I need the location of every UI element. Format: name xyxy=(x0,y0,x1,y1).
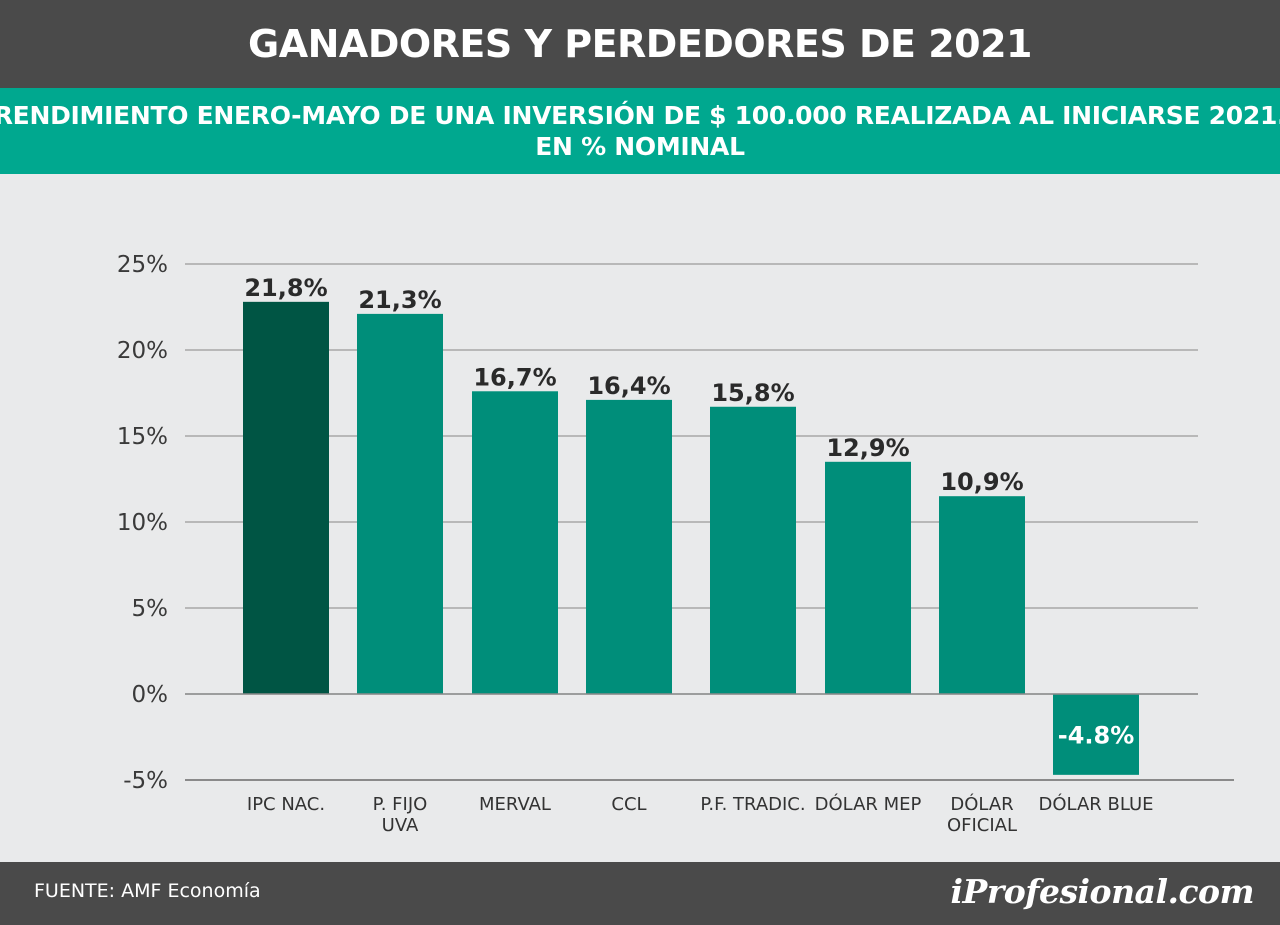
data-label: 16,7% xyxy=(473,363,556,391)
data-label: 15,8% xyxy=(711,379,794,407)
y-tick-label: 20% xyxy=(117,338,168,364)
y-tick-label: 0% xyxy=(132,682,169,708)
bar xyxy=(586,399,672,694)
subtitle-line-2: EN % NOMINAL xyxy=(535,132,745,161)
chart-title: GANADORES Y PERDEDORES DE 2021 xyxy=(248,22,1032,66)
category-label: OFICIAL xyxy=(947,815,1017,836)
bar xyxy=(939,496,1025,694)
y-tick-label: 10% xyxy=(117,510,168,536)
y-tick-label: 5% xyxy=(132,596,169,622)
data-label: -4.8% xyxy=(1058,721,1135,749)
header-bar: GANADORES Y PERDEDORES DE 2021 xyxy=(0,0,1280,88)
y-tick-label: -5% xyxy=(123,768,168,794)
bar xyxy=(1053,694,1139,775)
brand-logo: iProfesional.com xyxy=(950,872,1255,911)
category-label: CCL xyxy=(611,794,646,815)
footer-bar: FUENTE: AMF Economía iProfesional.com xyxy=(0,862,1280,925)
category-label: DÓLAR xyxy=(950,793,1013,815)
source-note: FUENTE: AMF Economía xyxy=(34,880,261,902)
bar-chart: -5% 0% 5% 10% 15% 20% 25% 21,8% IPC NAC. 21,3% P. … xyxy=(117,252,1234,836)
data-label: 16,4% xyxy=(587,372,670,400)
bar xyxy=(357,313,443,694)
bar xyxy=(243,301,329,694)
bar xyxy=(825,461,911,694)
bar xyxy=(710,406,796,694)
y-tick-label: 15% xyxy=(117,424,168,450)
data-label: 12,9% xyxy=(826,434,909,462)
category-label: DÓLAR MEP xyxy=(815,793,922,815)
category-label: P. FIJO xyxy=(373,794,428,815)
data-label: 21,8% xyxy=(244,274,327,302)
subtitle-bar: RENDIMIENTO ENERO-MAYO DE UNA INVERSIÓN … xyxy=(0,88,1280,174)
category-label: P.F. TRADIC. xyxy=(700,794,805,815)
chart-area: -5% 0% 5% 10% 15% 20% 25% 21,8% IPC NAC. 21,3% P. … xyxy=(0,174,1280,862)
data-label: 10,9% xyxy=(940,468,1023,496)
y-tick-label: 25% xyxy=(117,252,168,278)
category-label: MERVAL xyxy=(479,794,551,815)
category-label: DÓLAR BLUE xyxy=(1038,793,1153,815)
data-label: 21,3% xyxy=(358,286,441,314)
bar xyxy=(472,391,558,694)
subtitle-line-1: RENDIMIENTO ENERO-MAYO DE UNA INVERSIÓN … xyxy=(0,101,1280,130)
category-label: UVA xyxy=(382,815,419,836)
category-label: IPC NAC. xyxy=(247,794,325,815)
